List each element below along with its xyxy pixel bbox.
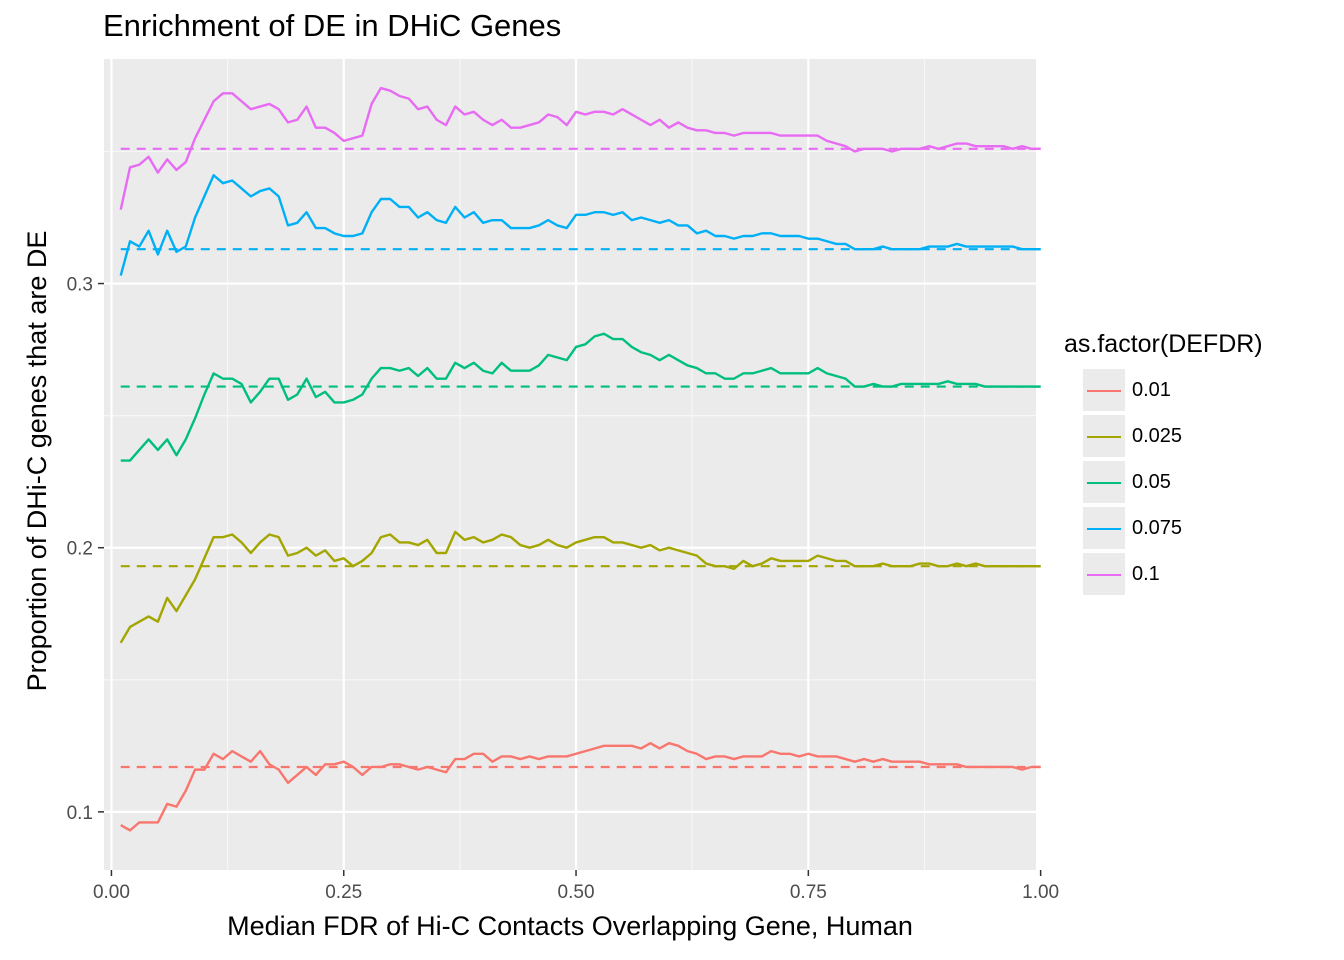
- y-tick-label: 0.3: [67, 275, 93, 296]
- legend-key: [1082, 368, 1126, 412]
- x-axis-title: Median FDR of Hi-C Contacts Overlapping …: [227, 911, 913, 941]
- legend-label: 0.075: [1132, 516, 1183, 539]
- legend-swatch: [1087, 436, 1121, 438]
- series-lines: [119, 86, 1041, 832]
- y-axis: 0.1 0.2 0.3: [67, 275, 104, 824]
- x-tick-label: 0.25: [325, 882, 362, 903]
- legend-key: [1082, 414, 1126, 458]
- legend-item: 0.01: [1064, 367, 1263, 413]
- legend: as.factor(DEFDR) 0.01 0.025 0.05 0.075 0.1: [1064, 330, 1263, 597]
- x-tick-label: 0.75: [790, 882, 827, 903]
- legend-key: [1082, 460, 1126, 504]
- minor-gridlines: [104, 59, 1036, 870]
- legend-swatch: [1087, 574, 1121, 576]
- y-axis-title: Proportion of DHi-C genes that are DE: [22, 230, 52, 692]
- chart-title: Enrichment of DE in DHiC Genes: [103, 8, 562, 43]
- series-line-0.1: [119, 86, 1041, 210]
- legend-items: 0.01 0.025 0.05 0.075 0.1: [1064, 367, 1263, 597]
- legend-item: 0.025: [1064, 413, 1263, 459]
- x-tick-label: 0.00: [93, 882, 130, 903]
- legend-swatch: [1087, 390, 1121, 392]
- legend-label: 0.05: [1132, 470, 1171, 493]
- x-tick-label: 0.50: [558, 882, 595, 903]
- legend-label: 0.025: [1132, 424, 1183, 447]
- y-tick-label: 0.2: [67, 539, 93, 560]
- legend-label: 0.01: [1132, 378, 1171, 401]
- legend-title: as.factor(DEFDR): [1064, 330, 1263, 358]
- legend-item: 0.075: [1064, 505, 1263, 551]
- legend-key: [1082, 552, 1126, 596]
- legend-swatch: [1087, 528, 1121, 530]
- legend-label: 0.1: [1132, 562, 1160, 585]
- legend-item: 0.1: [1064, 551, 1263, 597]
- y-tick-label: 0.1: [67, 803, 93, 824]
- legend-swatch: [1087, 482, 1121, 484]
- major-gridlines: [104, 59, 1042, 870]
- legend-key: [1082, 506, 1126, 550]
- series-line-0.05: [120, 332, 1041, 462]
- series-line-0.025: [119, 530, 1041, 644]
- x-tick-label: 1.00: [1022, 882, 1059, 903]
- series-line-0.01: [120, 742, 1041, 832]
- panel-background: [104, 59, 1036, 870]
- legend-item: 0.05: [1064, 459, 1263, 505]
- x-axis: 0.00 0.25 0.50 0.75 1.00: [93, 870, 1059, 903]
- series-line-0.075: [119, 174, 1041, 276]
